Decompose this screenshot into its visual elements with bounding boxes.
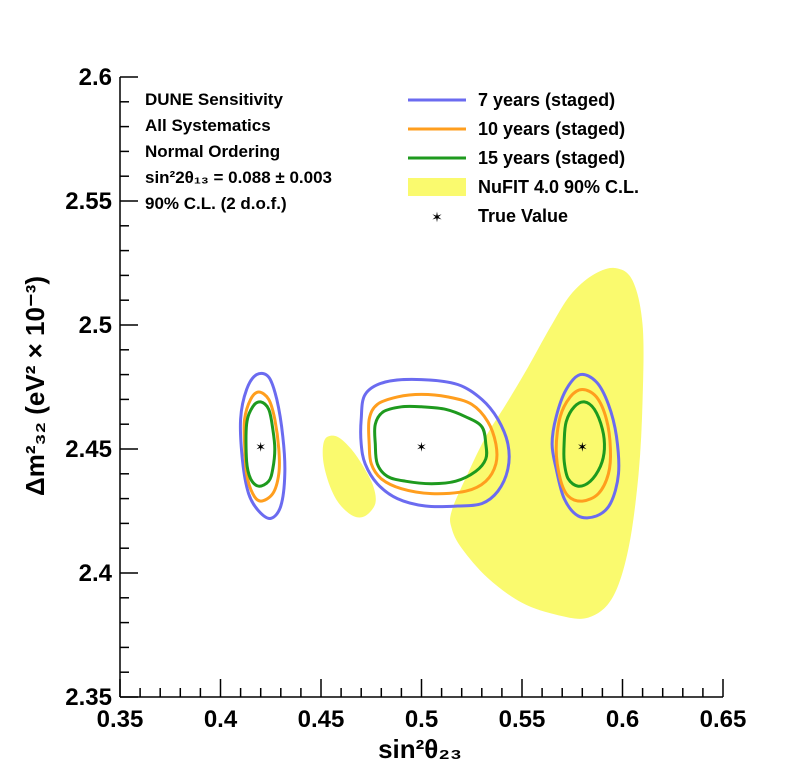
x-ticks: 0.35 0.4 0.45 0.5 0.55 0.6 0.65: [97, 679, 747, 733]
contour-7-years-3: [550, 372, 621, 520]
contour-10-years-3: [554, 388, 613, 503]
x-tick-label: 0.6: [606, 706, 639, 733]
info-line-4: sin²2θ₁₃ = 0.088 ± 0.003: [145, 168, 332, 187]
contour-15-years-1: [244, 400, 277, 488]
x-tick-label: 0.55: [499, 706, 546, 733]
legend-label-nufit: NuFIT 4.0 90% C.L.: [478, 177, 639, 197]
x-tick-label: 0.35: [97, 706, 144, 733]
info-line-1: DUNE Sensitivity: [145, 90, 283, 109]
y-tick-label: 2.55: [65, 188, 112, 215]
true-value-marker-3: ✶: [577, 441, 588, 456]
nufit-region-2: [450, 267, 644, 619]
contour-layer: [238, 371, 621, 521]
y-ticks: 2.35 2.4 2.45 2.5 2.55 2.6: [65, 64, 138, 711]
contour-10-years-2: [367, 392, 499, 496]
y-tick-label: 2.35: [65, 684, 112, 711]
legend: 7 years (staged) 10 years (staged) 15 ye…: [408, 90, 639, 226]
true-value-markers: ✶ ✶ ✶: [255, 441, 588, 456]
nufit-regions: [322, 267, 644, 619]
y-axis-title: Δm²₃₂ (eV² × 10⁻³): [20, 276, 50, 496]
info-box: DUNE Sensitivity All Systematics Normal …: [145, 90, 332, 213]
legend-label-15-years: 15 years (staged): [478, 148, 625, 168]
info-line-2: All Systematics: [145, 116, 271, 135]
y-tick-label: 2.6: [79, 64, 112, 91]
x-tick-label: 0.65: [700, 706, 747, 733]
contour-7-years-1: [238, 371, 287, 521]
y-tick-label: 2.4: [79, 560, 113, 587]
true-value-marker-2: ✶: [416, 441, 427, 456]
y-tick-label: 2.45: [65, 436, 112, 463]
info-line-3: Normal Ordering: [145, 142, 280, 161]
legend-swatch-nufit: [408, 178, 466, 196]
contour-10-years-1: [242, 390, 281, 503]
legend-label-true-value: True Value: [478, 206, 568, 226]
x-tick-label: 0.4: [204, 706, 238, 733]
y-tick-label: 2.5: [79, 312, 112, 339]
true-value-marker-1: ✶: [255, 441, 266, 456]
contour-15-years-2: [373, 404, 489, 486]
info-line-5: 90% C.L. (2 d.o.f.): [145, 194, 287, 213]
x-tick-label: 0.45: [298, 706, 345, 733]
x-tick-label: 0.5: [405, 706, 438, 733]
legend-label-7-years: 7 years (staged): [478, 90, 615, 110]
legend-label-10-years: 10 years (staged): [478, 119, 625, 139]
legend-marker-true-value: ✶: [431, 210, 443, 226]
contour-7-years-2: [359, 377, 511, 509]
x-axis-title: sin²θ₂₃: [378, 734, 462, 764]
contour-15-years-3: [562, 400, 606, 488]
nufit-region-1: [322, 435, 376, 518]
